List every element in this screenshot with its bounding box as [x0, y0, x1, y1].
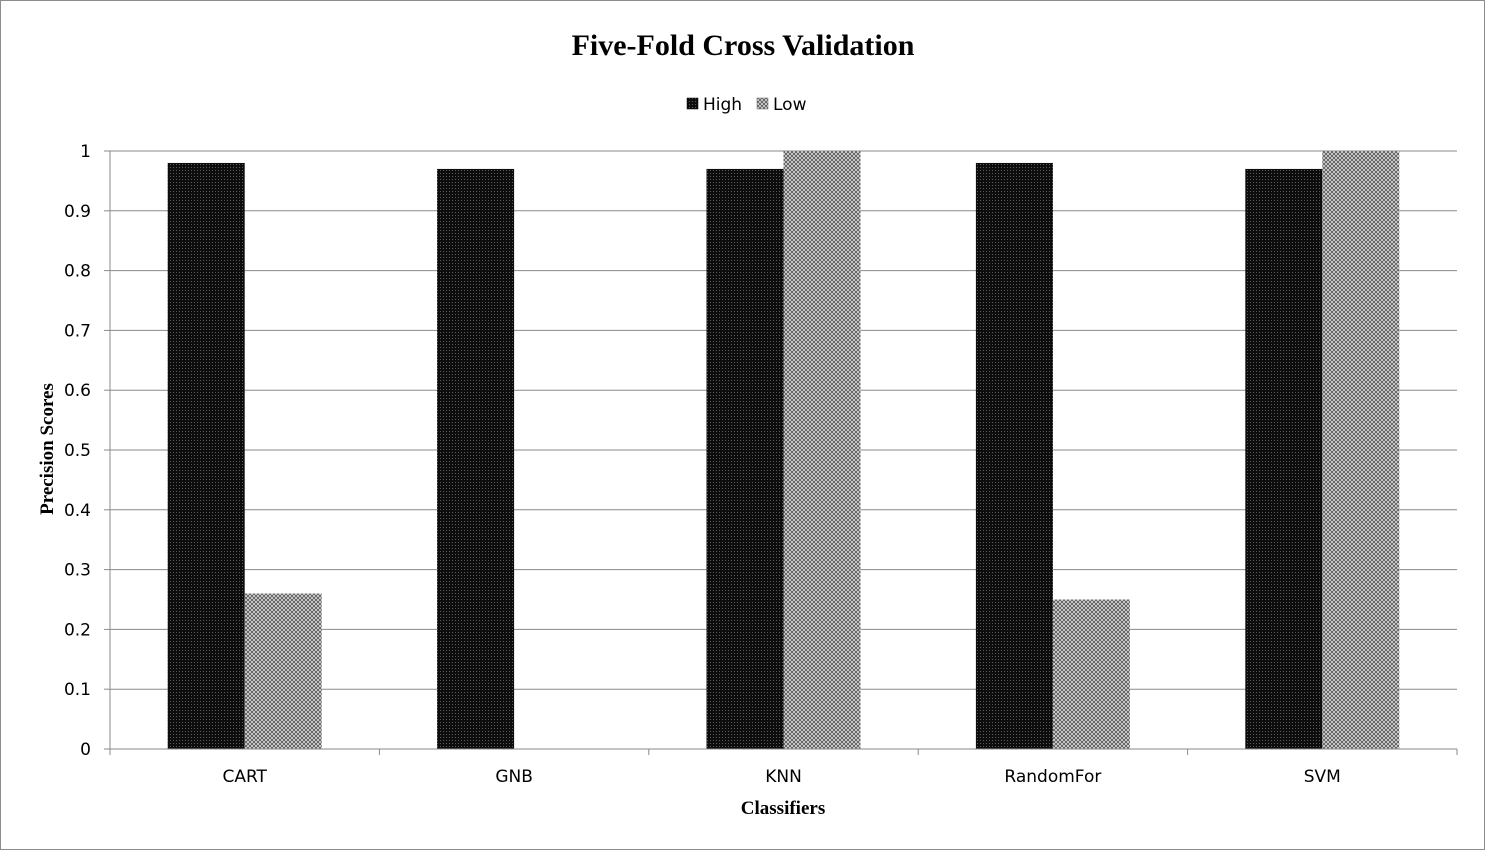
y-tick-label: 0	[80, 740, 91, 760]
x-axis-ticks: CART GNB KNN RandomFor SVM	[222, 767, 1340, 787]
chart-title: Five-Fold Cross Validation	[572, 29, 915, 62]
x-tick-label: RandomFor	[1004, 767, 1101, 787]
x-tick-label: CART	[222, 767, 267, 787]
bar-high-cart	[167, 162, 245, 749]
bar-high-randomfor	[975, 162, 1053, 749]
bar-low-knn	[783, 151, 861, 749]
bar-high-gnb	[437, 168, 515, 749]
legend-label-high: High	[703, 95, 742, 115]
legend-swatch-high	[686, 97, 699, 110]
x-tick-label: GNB	[495, 767, 533, 787]
legend-swatch-low	[756, 97, 769, 110]
bar-high-svm	[1245, 168, 1323, 749]
legend-label-low: Low	[773, 95, 807, 115]
y-tick-label: 0.7	[64, 321, 91, 341]
x-axis	[109, 748, 1458, 755]
x-axis-title: Classifiers	[741, 798, 825, 819]
y-tick-label: 1	[80, 142, 91, 162]
y-tick-label: 0.9	[64, 202, 91, 222]
y-axis-title: Precision Scores	[37, 383, 58, 515]
y-tick-label: 0.1	[64, 680, 91, 700]
x-tick-label: KNN	[765, 767, 802, 787]
bar-low-svm	[1322, 151, 1400, 749]
bar-high-knn	[706, 168, 784, 749]
y-tick-label: 0.4	[64, 501, 91, 521]
y-tick-label: 0.6	[64, 381, 91, 401]
x-tick-label: SVM	[1304, 767, 1341, 787]
y-tick-label: 0.8	[64, 262, 91, 282]
y-axis-ticks: 0 0.1 0.2 0.3 0.4 0.5 0.6 0.7 0.8 0.9 1	[64, 142, 111, 760]
bars	[167, 151, 1400, 749]
y-tick-label: 0.2	[64, 620, 91, 640]
bar-low-cart	[244, 593, 322, 749]
legend: High Low	[686, 95, 807, 115]
y-tick-label: 0.3	[64, 561, 91, 581]
y-tick-label: 0.5	[64, 441, 91, 461]
bar-low-randomfor	[1052, 599, 1130, 749]
